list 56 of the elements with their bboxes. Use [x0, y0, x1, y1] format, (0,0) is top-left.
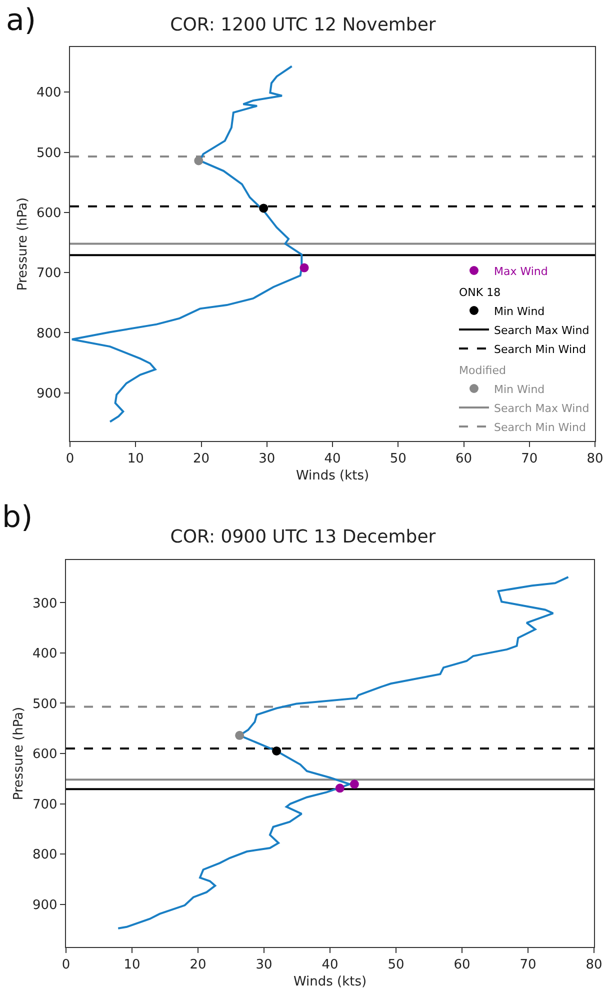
x-tick-label: 50	[390, 452, 406, 467]
x-tick-label: 10	[124, 958, 140, 973]
x-axis-title: Winds (kts)	[293, 974, 367, 990]
legend-label: Search Min Wind	[494, 420, 586, 434]
x-tick-label: 10	[127, 452, 144, 467]
y-tick-label: 600	[32, 747, 58, 762]
legend-label: Min Wind	[494, 304, 545, 318]
annotation: ONK 18	[459, 286, 501, 299]
y-tick-label: 800	[36, 326, 62, 342]
chart-title: COR: 1200 UTC 12 November	[170, 14, 436, 36]
y-tick-label: 500	[32, 696, 58, 712]
legend-label: Min Wind	[494, 382, 545, 396]
point	[300, 263, 309, 272]
text: b)	[2, 500, 33, 535]
x-tick-label: 80	[586, 958, 602, 973]
y-axis-title: Pressure (hPa)	[15, 197, 30, 291]
point	[194, 156, 204, 166]
point	[350, 780, 359, 789]
y-tick-label: 700	[36, 266, 62, 282]
x-tick-label: 0	[66, 452, 74, 467]
x-axis-title: Winds (kts)	[296, 468, 370, 484]
x-tick-label: 20	[190, 958, 206, 973]
x-tick-label: 50	[388, 958, 404, 973]
y-tick-label: 900	[36, 386, 62, 402]
legend-label: Search Max Wind	[494, 402, 590, 415]
y-tick-label: 500	[36, 146, 62, 161]
y-tick-label: 700	[32, 797, 58, 812]
text: a)	[6, 3, 36, 38]
legend-label: Search Max Wind	[494, 324, 590, 337]
x-tick-label: 60	[455, 452, 472, 467]
x-tick-label: 30	[256, 958, 272, 973]
point	[259, 204, 268, 213]
annotation: Modified	[459, 364, 506, 377]
y-axis-title: Pressure (hPa)	[11, 706, 26, 800]
x-tick-label: 30	[258, 452, 276, 467]
x-tick-label: 70	[520, 958, 536, 973]
legend-label: Max Wind	[494, 264, 548, 278]
line-series	[117, 576, 570, 930]
x-tick-label: 80	[586, 452, 604, 467]
y-tick-label: 400	[36, 86, 62, 101]
point	[335, 784, 344, 793]
x-tick-label: 20	[192, 452, 210, 467]
y-tick-label: 900	[32, 898, 58, 913]
point	[272, 746, 282, 756]
chart-title: COR: 0900 UTC 13 December	[170, 526, 436, 548]
legend-label: Search Min Wind	[494, 342, 586, 356]
x-tick-label: 40	[322, 958, 338, 973]
x-tick-label: 0	[62, 958, 70, 973]
y-tick-label: 400	[32, 646, 58, 662]
point	[235, 730, 244, 740]
x-tick-label: 40	[324, 452, 341, 467]
y-tick-label: 800	[32, 848, 58, 863]
x-tick-label: 70	[521, 452, 538, 467]
y-tick-label: 600	[36, 206, 62, 221]
x-tick-label: 60	[454, 958, 470, 973]
y-tick-label: 300	[32, 596, 58, 612]
